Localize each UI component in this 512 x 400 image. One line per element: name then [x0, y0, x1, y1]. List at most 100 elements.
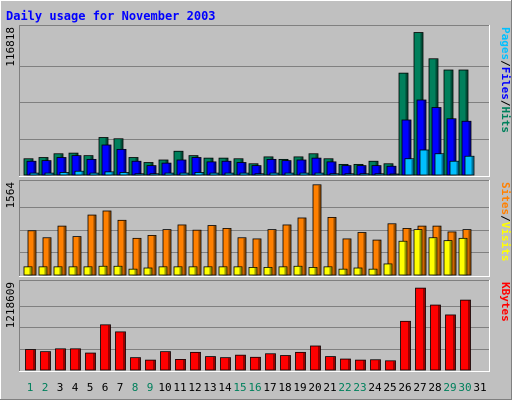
bar-shade-files-12 — [198, 158, 201, 175]
bar-kbytes-3 — [55, 348, 66, 371]
bar-visits-3 — [53, 266, 63, 276]
x-tick-label-1: 1 — [27, 381, 34, 394]
bar-shade-kbytes-20 — [318, 346, 320, 370]
bar-shade-kbytes-26 — [408, 321, 410, 370]
bar-visits-4 — [68, 266, 78, 276]
bar-pages-25 — [389, 173, 400, 176]
kbytes-legend-text: KBytes — [499, 282, 512, 322]
x-tick-label-2: 2 — [42, 381, 49, 394]
bar-kbytes-1 — [25, 349, 36, 371]
bar-kbytes-7 — [115, 331, 126, 371]
bar-shade-files-2 — [48, 161, 51, 175]
bar-kbytes-27 — [415, 287, 426, 371]
bar-shade-sites-9 — [153, 235, 156, 275]
bar-kbytes-2 — [40, 351, 51, 371]
bar-shade-kbytes-13 — [213, 357, 215, 370]
visits-sites-legend: Sites/Visits — [499, 182, 512, 262]
bar-visits-25 — [383, 263, 393, 276]
bar-shade-pages-11 — [186, 173, 189, 175]
legend-entry: / — [499, 100, 512, 107]
bar-shade-sites-8 — [138, 238, 141, 275]
bar-shade-pages-17 — [276, 173, 279, 175]
bar-shade-files-20 — [318, 158, 321, 175]
bar-shade-files-28 — [438, 108, 441, 175]
hits-files-pages-legend-text: Pages/Files/Hits — [499, 27, 512, 133]
bar-kbytes-22 — [340, 358, 351, 371]
bar-shade-files-18 — [288, 161, 291, 175]
bar-shade-visits-12 — [194, 267, 197, 275]
bar-shade-sites-22 — [348, 239, 351, 275]
x-tick-label-27: 27 — [413, 381, 426, 394]
bar-shade-kbytes-5 — [93, 353, 95, 370]
bar-shade-files-24 — [378, 166, 381, 175]
bar-kbytes-21 — [325, 356, 336, 371]
kbytes-plot-area — [19, 280, 490, 372]
bar-shade-files-14 — [228, 161, 231, 175]
x-axis-labels: 1 2 3 4 5 6 7 8 9 10 11 12 13 14 15 16 17 18 19 20 21 22 23 24 2… — [27, 381, 487, 394]
x-tick-label-9: 9 — [147, 381, 154, 394]
bar-shade-files-13 — [213, 162, 216, 175]
bar-shade-visits-8 — [134, 269, 137, 275]
bar-shade-files-4 — [78, 156, 81, 175]
bar-visits-7 — [113, 265, 123, 276]
bar-shade-sites-16 — [258, 239, 261, 275]
bar-shade-files-3 — [63, 158, 66, 175]
bar-shade-pages-15 — [246, 173, 249, 175]
x-tick-label-19: 19 — [293, 381, 306, 394]
bar-shade-pages-12 — [201, 173, 204, 175]
bar-shade-kbytes-2 — [48, 352, 50, 370]
bar-shade-files-27 — [423, 100, 426, 175]
bar-kbytes-13 — [205, 356, 216, 371]
bar-shade-files-16 — [258, 166, 261, 175]
bar-visits-13 — [203, 266, 213, 276]
x-tick-label-25: 25 — [383, 381, 396, 394]
bar-shade-visits-23 — [359, 268, 362, 275]
bar-shade-sites-18 — [288, 225, 291, 275]
x-tick-label-13: 13 — [203, 381, 216, 394]
bar-shade-sites-30 — [468, 230, 471, 275]
bar-shade-kbytes-18 — [288, 356, 290, 370]
bar-shade-kbytes-15 — [243, 355, 245, 370]
bar-shade-visits-17 — [269, 267, 272, 275]
bar-kbytes-10 — [160, 351, 171, 371]
bar-shade-visits-20 — [314, 267, 317, 275]
legend-entry: / — [499, 60, 512, 67]
bar-shade-pages-4 — [81, 171, 84, 175]
bar-kbytes-12 — [190, 351, 201, 371]
visits-sites-legend-text: Sites/Visits — [499, 182, 512, 262]
bar-kbytes-15 — [235, 354, 246, 371]
bar-visits-27 — [413, 229, 423, 276]
bar-shade-files-10 — [168, 163, 171, 175]
bar-shade-files-8 — [138, 161, 141, 175]
bar-kbytes-20 — [310, 345, 321, 371]
bar-visits-19 — [293, 265, 303, 276]
bar-shade-files-22 — [348, 166, 351, 175]
legend-entry: Sites — [499, 182, 512, 215]
x-tick-label-11: 11 — [173, 381, 186, 394]
x-tick-label-30: 30 — [458, 381, 471, 394]
bar-shade-visits-28 — [434, 238, 437, 275]
bar-shade-kbytes-6 — [108, 325, 110, 370]
bar-kbytes-17 — [265, 353, 276, 371]
bar-shade-files-7 — [123, 149, 126, 175]
bar-shade-kbytes-11 — [183, 359, 185, 370]
x-tick-label-24: 24 — [368, 381, 382, 394]
bar-shade-pages-6 — [111, 172, 114, 175]
bar-shade-visits-5 — [89, 267, 92, 275]
bar-kbytes-29 — [445, 314, 456, 371]
bar-shade-visits-13 — [209, 267, 212, 275]
bar-shade-visits-26 — [404, 241, 407, 275]
bar-visits-17 — [263, 267, 273, 276]
bar-visits-9 — [143, 267, 153, 276]
bar-shade-pages-19 — [306, 173, 309, 175]
x-tick-label-15: 15 — [233, 381, 246, 394]
bar-shade-visits-7 — [119, 266, 122, 275]
visits-sites-ymax-label: 1564 — [4, 182, 17, 209]
legend-entry: Pages — [499, 27, 512, 60]
bar-kbytes-23 — [355, 359, 366, 371]
x-tick-label-6: 6 — [102, 381, 109, 394]
bar-shade-sites-10 — [168, 230, 171, 275]
bar-visits-26 — [398, 240, 408, 276]
